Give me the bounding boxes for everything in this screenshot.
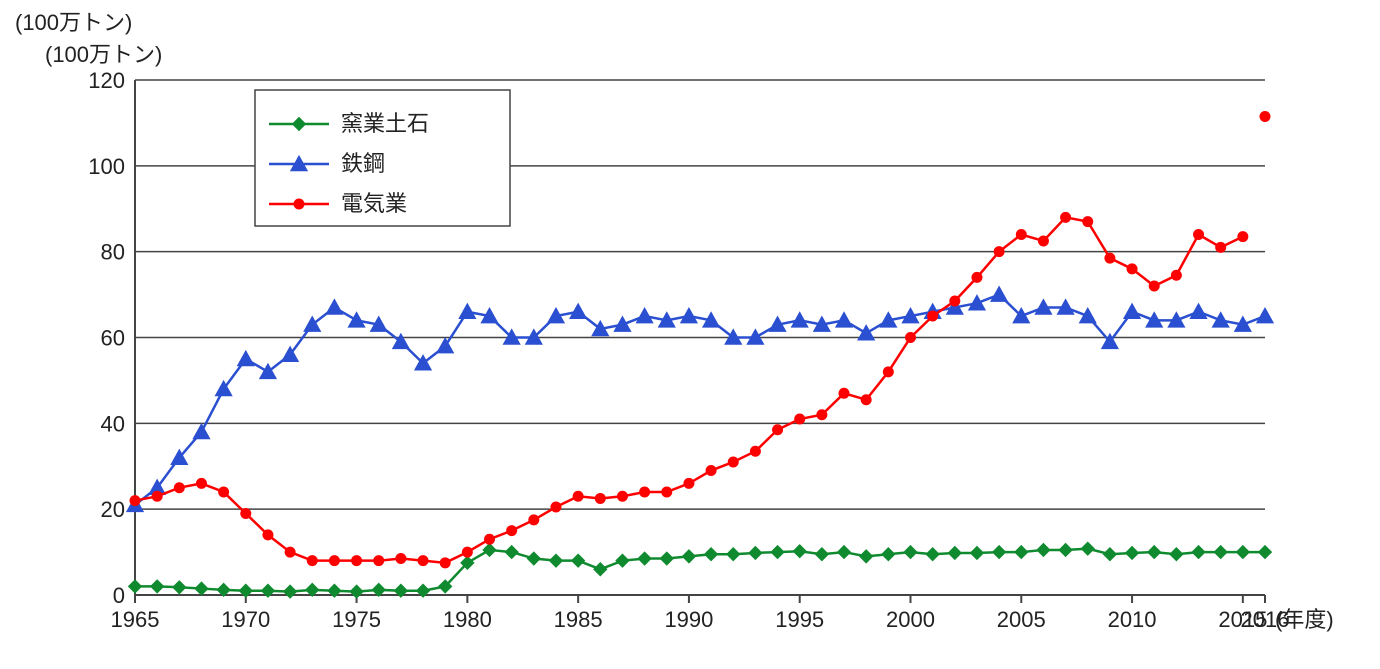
x-tick-label: 1990 xyxy=(664,607,713,632)
chart-container: { "chart": { "type": "line", "width": 13… xyxy=(0,0,1380,669)
chart-bg xyxy=(0,0,1380,669)
x-tick-label: 1985 xyxy=(554,607,603,632)
x-tick-label: 2010 xyxy=(1108,607,1157,632)
y-tick-label: 120 xyxy=(88,68,125,93)
legend-label: 窯業土石 xyxy=(341,111,429,136)
y-tick-label: 0 xyxy=(113,583,125,608)
y-unit-outer: (100万トン) xyxy=(15,10,132,35)
legend-label: 電気業 xyxy=(341,191,407,216)
y-tick-label: 40 xyxy=(101,411,125,436)
x-tick-label: 1975 xyxy=(332,607,381,632)
y-unit-inner: (100万トン) xyxy=(45,42,162,67)
x-axis-unit: (年度) xyxy=(1275,607,1334,632)
y-tick-label: 80 xyxy=(101,240,125,265)
y-tick-label: 60 xyxy=(101,326,125,351)
x-tick-label: 1965 xyxy=(111,607,160,632)
y-tick-label: 100 xyxy=(88,154,125,179)
y-tick-label: 20 xyxy=(101,497,125,522)
x-tick-label: 1995 xyxy=(775,607,824,632)
legend-label: 鉄鋼 xyxy=(341,151,385,176)
legend: 窯業土石鉄鋼電気業 xyxy=(255,90,510,226)
x-tick-label: 1980 xyxy=(443,607,492,632)
x-tick-label: 2005 xyxy=(997,607,1046,632)
x-tick-label: 1970 xyxy=(221,607,270,632)
line-chart: 0 20 40 60 80 100 120 1965 1970 1975 1980 1985 1990 1… xyxy=(0,0,1380,669)
x-tick-label: 2000 xyxy=(886,607,935,632)
